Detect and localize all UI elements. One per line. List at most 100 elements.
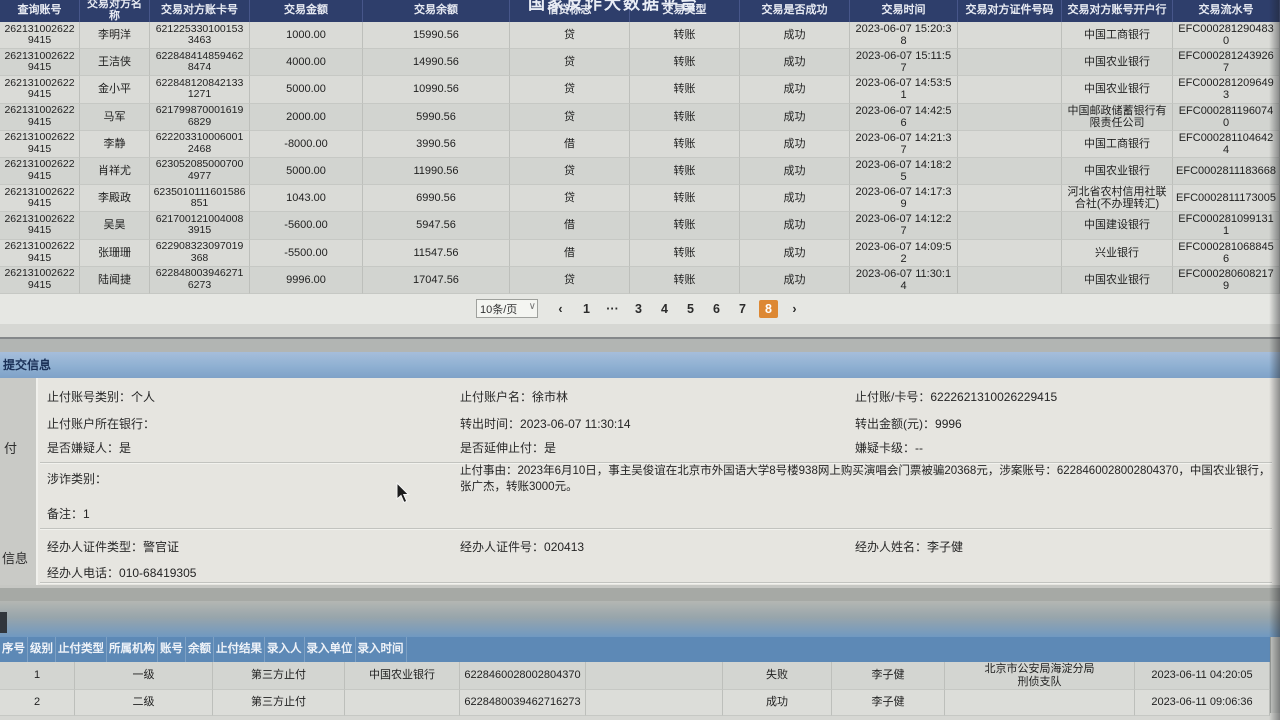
page-button[interactable]: ‹ [558,301,563,316]
amount-cell: -5500.00 [250,239,363,267]
balance-cell [586,662,723,691]
counterparty-id-cell [958,212,1062,240]
counterparty-card-cell: 6217001210040083915 [150,212,250,240]
divider [40,582,1272,583]
transaction-row[interactable]: 2621310026229415 李明洋 6212253301001533463… [0,22,1280,50]
result-cell: 失败 [723,662,832,691]
counterparty-card-cell: 6228480039462716273 [150,266,250,294]
query-account-cell: 2621310026229415 [0,49,80,77]
serial-no-cell: EFC0002811046424 [1173,130,1280,158]
counterparty-name-cell: 李明洋 [80,22,150,50]
transaction-row[interactable]: 2621310026229415 李静 6222033100060012468 … [0,130,1280,158]
time-cell: 2023-06-07 14:42:56 [850,103,958,131]
balance-cell: 15990.56 [363,22,510,50]
success-cell: 成功 [740,239,850,267]
transaction-row[interactable]: 2621310026229415 陆闻捷 6228480039462716273… [0,266,1280,294]
column-header: 交易对方账号开户行 [1062,0,1173,22]
counterparty-name-cell: 李殿政 [80,185,150,213]
column-header: 交易金额 [250,0,363,22]
transaction-row[interactable]: 2621310026229415 马军 6217998700016196829 … [0,103,1280,131]
query-account-cell: 2621310026229415 [0,185,80,213]
counterparty-card-cell: 6212253301001533463 [150,22,250,50]
type-cell: 转账 [630,185,740,213]
transactions-header-row: 国家反诈大数据平台 查询账号 交易对方名称 交易对方账卡号 交易金额 交易余额 借贷标志交… [0,0,1280,22]
entered-by-cell: 李子健 [832,690,945,717]
balance-cell [586,690,723,717]
transaction-row[interactable]: 2621310026229415 吴昊 6217001210040083915 … [0,212,1280,240]
success-cell: 成功 [740,157,850,186]
transaction-row[interactable]: 2621310026229415 肖祥尤 6230520850007004977… [0,157,1280,186]
transaction-row[interactable]: 2621310026229415 王洁侠 6228484148594628474… [0,49,1280,77]
page-button[interactable]: 7 [739,301,746,316]
counterparty-bank-cell: 河北省农村信用社联合社(不办理转汇) [1062,185,1173,213]
column-header: 交易对方名称 [80,0,150,22]
serial-no-cell: EFC0002811960740 [1173,103,1280,131]
page-button[interactable]: 1 [583,301,590,316]
column-header: 序号 [0,637,28,662]
submit-info-form: 付 信息 止付账号类别：个人 止付账户名：徐市林 止付账/卡号：62226213… [0,378,1280,585]
counterparty-card-cell: 6222033100060012468 [150,130,250,158]
query-account-cell: 2621310026229415 [0,266,80,294]
entry-unit-cell: 北京市公安局海淀分局刑侦支队 [945,662,1135,691]
transaction-row[interactable]: 2621310026229415 李殿政 6235010111601586851… [0,185,1280,213]
clipped-section-label [0,612,7,633]
page-button[interactable]: ··· [606,301,619,316]
column-header: 交易对方账卡号 [150,0,250,22]
scrollbar[interactable] [1270,637,1280,713]
debit-credit-cell: 贷 [510,103,630,131]
counterparty-card-cell: 6228484148594628474 [150,49,250,77]
page-button[interactable]: › [792,301,797,316]
page-button[interactable]: 8 [759,299,778,318]
success-cell: 成功 [740,266,850,294]
debit-credit-cell: 借 [510,212,630,240]
counterparty-name-cell: 肖祥尤 [80,157,150,186]
serial-no-cell: EFC0002812096493 [1173,76,1280,104]
time-cell: 2023-06-07 14:12:27 [850,212,958,240]
field-stop-reason: 止付事由：2023年6月10日，事主吴俊谊在北京市外国语大学8号楼938网上购买… [460,465,1271,493]
stop-payment-header-row: 序号 级别 止付类型 所属机构 账号 余额 止付结果 录入人 录入单位 录入时间 [0,637,1270,662]
counterparty-card-cell: 6235010111601586851 [150,185,250,213]
stop-payment-row[interactable]: 1 一级 第三方止付 中国农业银行 6228460028002804370 失败… [0,662,1270,691]
transactions-body: 2621310026229415 李明洋 6212253301001533463… [0,22,1280,294]
transaction-row[interactable]: 2621310026229415 金小平 6228481208421331271… [0,76,1280,104]
stop-type-cell: 第三方止付 [213,690,345,717]
pagination-bar: 10条/页 ∨ ‹ 1 ··· 3 4 5 6 7 8 › [0,293,1280,324]
column-header: 交易时间 [850,0,958,22]
counterparty-card-cell: 6230520850007004977 [150,157,250,186]
field-is-extended: 是否延伸止付：是 [460,441,557,455]
stop-type-cell: 第三方止付 [213,662,345,691]
counterparty-bank-cell: 中国建设银行 [1062,212,1173,240]
counterparty-bank-cell: 中国工商银行 [1062,22,1173,50]
counterparty-name-cell: 吴昊 [80,212,150,240]
time-cell: 2023-06-07 15:11:57 [850,49,958,77]
counterparty-id-cell [958,266,1062,294]
counterparty-id-cell [958,157,1062,186]
divider [40,462,1272,463]
type-cell: 转账 [630,76,740,104]
balance-cell: 6990.56 [363,185,510,213]
debit-credit-cell: 贷 [510,76,630,104]
field-suspect-level: 嫌疑卡级：-- [855,441,924,455]
stop-payment-table: 序号 级别 止付类型 所属机构 账号 余额 止付结果 录入人 录入单位 录入时间 1 一级 第三方… [0,637,1270,717]
page-button[interactable]: 5 [687,301,694,316]
time-cell: 2023-06-07 11:30:14 [850,266,958,294]
serial-no-cell: EFC0002811173005 [1173,185,1280,213]
field-account-bank: 止付账户所在银行： [47,417,156,431]
transaction-row[interactable]: 2621310026229415 张珊珊 622908323097019368 … [0,239,1280,267]
query-account-cell: 2621310026229415 [0,157,80,186]
page-button[interactable]: 4 [661,301,668,316]
field-is-suspect: 是否嫌疑人：是 [47,441,132,455]
entry-time-cell: 2023-06-11 04:20:05 [1135,662,1270,691]
page-size-select[interactable]: 10条/页 ∨ [476,299,538,319]
field-officer-id-type: 经办人证件类型：警官证 [47,540,180,554]
serial-no-cell: EFC0002812904830 [1173,22,1280,50]
column-header: 借贷标志 [510,0,630,22]
success-cell: 成功 [740,212,850,240]
serial-no-cell: EFC0002810991311 [1173,212,1280,240]
counterparty-id-cell [958,130,1062,158]
stop-payment-row[interactable]: 2 二级 第三方止付 6228480039462716273 成功 李子健 20… [0,690,1270,717]
page-button[interactable]: 6 [713,301,720,316]
counterparty-id-cell [958,239,1062,267]
result-cell: 成功 [723,690,832,717]
page-button[interactable]: 3 [635,301,642,316]
